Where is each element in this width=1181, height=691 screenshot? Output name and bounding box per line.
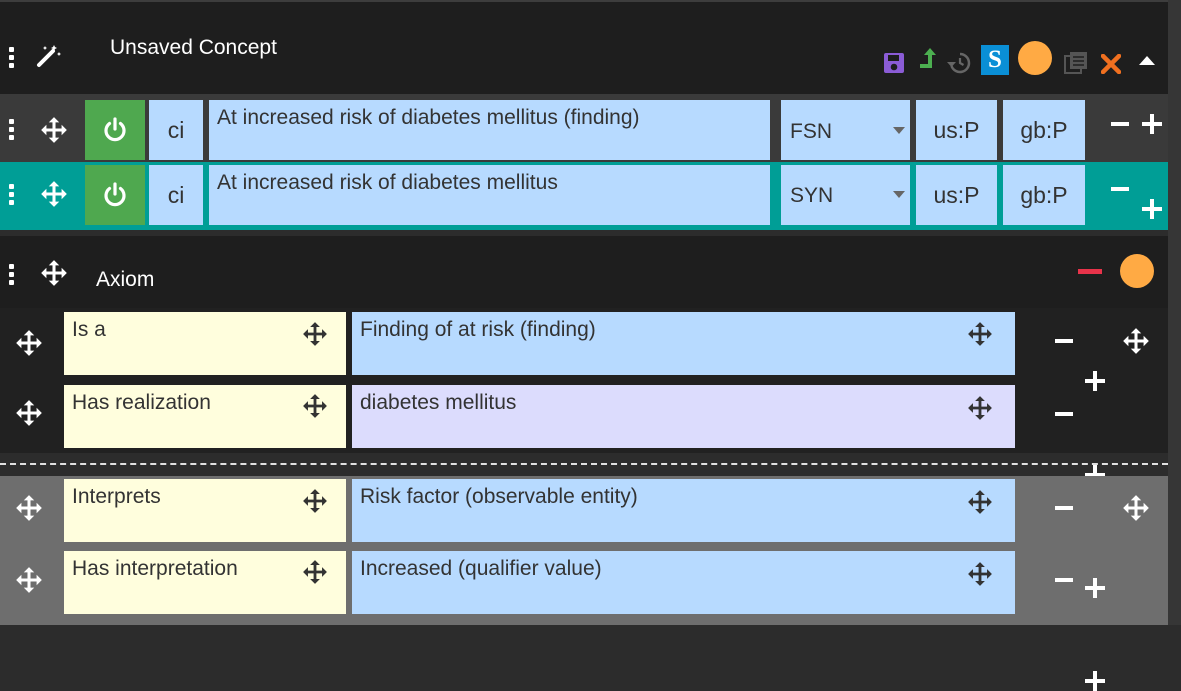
us-acceptability-field[interactable]: us:P: [916, 165, 997, 225]
drag-handle-icon[interactable]: [967, 561, 993, 587]
power-icon: [104, 117, 126, 142]
drag-group-icon[interactable]: [1122, 494, 1150, 522]
promote-icon[interactable]: [916, 46, 938, 72]
attribute-target-field[interactable]: Increased (qualifier value): [352, 551, 1015, 614]
clone-icon[interactable]: [1063, 51, 1089, 75]
drag-handle-icon[interactable]: [40, 116, 68, 144]
concept-header: [0, 2, 1168, 94]
drag-handle-icon[interactable]: [302, 559, 328, 585]
concept-status-dot: [1018, 41, 1052, 75]
concept-menu-icon[interactable]: [9, 47, 15, 71]
drag-handle-icon[interactable]: [967, 395, 993, 421]
drag-handle-icon[interactable]: [302, 321, 328, 347]
close-icon[interactable]: [1101, 54, 1121, 74]
add-relationship-button[interactable]: [1085, 671, 1105, 691]
description-type-select[interactable]: FSN: [781, 100, 910, 160]
attribute-target-field[interactable]: diabetes mellitus: [352, 385, 1015, 448]
description-type-value: SYN: [790, 184, 834, 207]
description-menu-icon[interactable]: [9, 119, 15, 143]
chevron-down-icon: [893, 191, 905, 198]
group-separator: [0, 463, 1168, 465]
drag-handle-icon[interactable]: [40, 259, 68, 287]
axiom-menu-icon[interactable]: [9, 264, 15, 288]
case-significance-field[interactable]: ci: [149, 100, 203, 160]
concept-title: Unsaved Concept: [110, 36, 277, 59]
drag-handle-icon[interactable]: [302, 393, 328, 419]
add-description-button[interactable]: [1142, 114, 1162, 134]
save-icon[interactable]: [883, 52, 905, 74]
magic-wand-icon[interactable]: [36, 42, 62, 68]
gb-acceptability-field[interactable]: gb:P: [1003, 100, 1085, 160]
collapse-icon[interactable]: [1138, 54, 1156, 66]
remove-description-button[interactable]: [1111, 187, 1129, 191]
remove-relationship-button[interactable]: [1055, 506, 1073, 510]
drag-handle-icon[interactable]: [967, 489, 993, 515]
attribute-type-field[interactable]: Has realization: [64, 385, 346, 448]
axiom-status-dot: [1120, 254, 1154, 288]
active-toggle[interactable]: [85, 100, 145, 160]
term-field[interactable]: At increased risk of diabetes mellitus: [209, 165, 770, 225]
drag-handle-icon[interactable]: [15, 566, 43, 594]
attribute-type-field[interactable]: Is a: [64, 312, 346, 375]
drag-handle-icon[interactable]: [15, 494, 43, 522]
axiom-header: [0, 236, 1168, 308]
add-description-button[interactable]: [1142, 199, 1162, 219]
attribute-target-field[interactable]: Finding of at risk (finding): [352, 312, 1015, 375]
description-type-select[interactable]: SYN: [781, 165, 910, 225]
chevron-down-icon: [893, 127, 905, 134]
drag-group-icon[interactable]: [1122, 327, 1150, 355]
term-field[interactable]: At increased risk of diabetes mellitus (…: [209, 100, 770, 160]
remove-relationship-button[interactable]: [1055, 578, 1073, 582]
drag-handle-icon[interactable]: [967, 321, 993, 347]
axiom-title: Axiom: [96, 268, 155, 291]
active-toggle[interactable]: [85, 165, 145, 225]
drag-handle-icon[interactable]: [40, 180, 68, 208]
description-type-value: FSN: [790, 120, 832, 143]
right-scroll-edge: [1168, 0, 1181, 625]
us-acceptability-field[interactable]: us:P: [916, 100, 997, 160]
add-relationship-button[interactable]: [1085, 371, 1105, 391]
drag-handle-icon[interactable]: [15, 399, 43, 427]
remove-relationship-button[interactable]: [1055, 412, 1073, 416]
drag-handle-icon[interactable]: [302, 488, 328, 514]
power-icon: [104, 182, 126, 207]
remove-description-button[interactable]: [1111, 122, 1129, 126]
description-menu-icon[interactable]: [9, 184, 15, 208]
history-icon[interactable]: [946, 51, 972, 75]
attribute-target-field[interactable]: Risk factor (observable entity): [352, 479, 1015, 542]
add-relationship-button[interactable]: [1085, 465, 1105, 485]
case-significance-field[interactable]: ci: [149, 165, 203, 225]
gb-acceptability-field[interactable]: gb:P: [1003, 165, 1085, 225]
add-relationship-button[interactable]: [1085, 578, 1105, 598]
remove-axiom-button[interactable]: [1078, 269, 1102, 274]
remove-relationship-button[interactable]: [1055, 339, 1073, 343]
top-border: [0, 0, 1168, 2]
attribute-type-field[interactable]: Has interpretation: [64, 551, 346, 614]
attribute-type-field[interactable]: Interprets: [64, 479, 346, 542]
s-badge[interactable]: S: [981, 45, 1009, 75]
drag-handle-icon[interactable]: [15, 329, 43, 357]
